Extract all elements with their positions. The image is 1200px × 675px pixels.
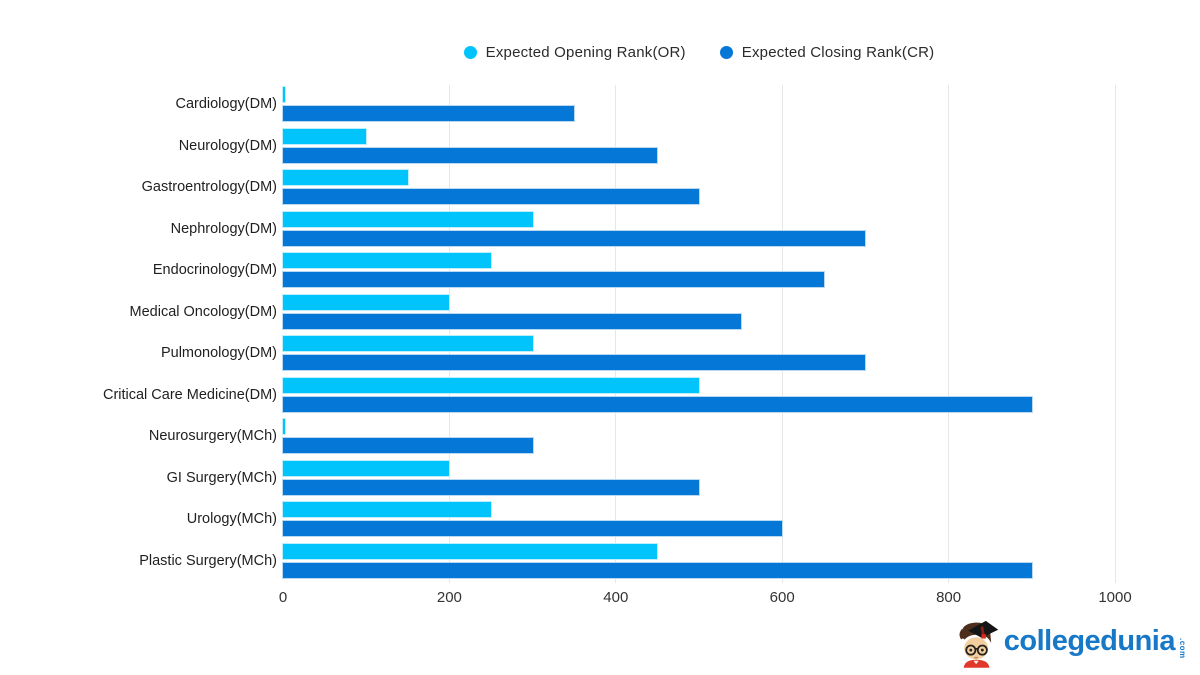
chart-legend: Expected Opening Rank(OR) Expected Closi… xyxy=(283,44,1115,61)
category-label-6: Pulmonology(DM) xyxy=(160,345,277,361)
category-label-9: GI Surgery(MCh) xyxy=(166,469,277,486)
x-tick-label-800: 800 xyxy=(936,589,962,606)
legend-item-closing-rank[interactable]: Expected Closing Rank(CR) xyxy=(719,44,935,61)
bar-cr-1 xyxy=(283,147,658,163)
bar-cr-4 xyxy=(283,272,824,287)
bar-cr-7 xyxy=(283,396,1032,412)
plot-area xyxy=(283,85,1116,583)
bar-cr-0 xyxy=(283,106,575,121)
category-label-1: Neurology(DM) xyxy=(178,137,277,154)
bar-or-4 xyxy=(283,253,491,268)
category-label-3: Nephrology(DM) xyxy=(170,220,277,237)
collegedunia-logo-text: collegedunia xyxy=(1003,624,1176,657)
category-label-11: Plastic Surgery(MCh) xyxy=(139,552,277,569)
bar-or-7 xyxy=(283,377,699,393)
bar-cr-9 xyxy=(283,479,699,495)
category-label-8: Neurosurgery(MCh) xyxy=(148,428,277,444)
bar-cr-6 xyxy=(283,355,866,370)
legend-label-closing-rank: Expected Closing Rank(CR) xyxy=(741,44,935,61)
gridline-x-600 xyxy=(781,85,783,583)
category-label-0: Cardiology(DM) xyxy=(175,96,277,112)
x-tick-label-600: 600 xyxy=(769,589,795,606)
category-label-10: Urology(MCh) xyxy=(186,511,277,527)
bar-or-6 xyxy=(283,336,533,351)
bar-cr-5 xyxy=(283,313,741,329)
gridline-x-800 xyxy=(948,85,950,583)
bar-cr-8 xyxy=(283,438,533,453)
bar-cr-11 xyxy=(283,562,1032,578)
gridline-x-400 xyxy=(615,85,617,583)
bar-or-9 xyxy=(283,460,450,476)
x-tick-label-0: 0 xyxy=(278,589,288,606)
category-label-2: Gastroentrology(DM) xyxy=(141,179,277,195)
category-label-7: Critical Care Medicine(DM) xyxy=(102,386,277,403)
bar-or-8 xyxy=(283,419,285,434)
bar-cr-3 xyxy=(283,230,866,246)
legend-dot-opening-rank-icon xyxy=(463,46,477,59)
bar-or-0 xyxy=(283,87,285,102)
bar-or-3 xyxy=(283,211,533,227)
gridline-x-1000 xyxy=(1114,85,1116,583)
bar-or-2 xyxy=(283,170,408,185)
bar-cr-10 xyxy=(283,521,783,536)
x-tick-label-1000: 1000 xyxy=(1098,589,1132,606)
legend-label-opening-rank: Expected Opening Rank(OR) xyxy=(485,44,686,61)
bar-or-10 xyxy=(283,502,491,517)
x-tick-label-200: 200 xyxy=(436,589,462,606)
collegedunia-mascot-icon xyxy=(959,620,998,668)
collegedunia-logo: collegedunia .com xyxy=(954,618,1187,668)
legend-dot-closing-rank-icon xyxy=(719,46,733,59)
bar-or-1 xyxy=(283,128,367,144)
bar-or-5 xyxy=(283,294,450,310)
x-tick-label-400: 400 xyxy=(603,589,629,606)
bar-or-11 xyxy=(283,543,658,559)
category-label-4: Endocrinology(DM) xyxy=(152,262,277,278)
bar-cr-2 xyxy=(283,189,699,204)
collegedunia-logo-com-text: .com xyxy=(1178,637,1187,659)
legend-item-opening-rank[interactable]: Expected Opening Rank(OR) xyxy=(463,44,686,61)
category-label-5: Medical Oncology(DM) xyxy=(129,303,277,320)
gridline-x-200 xyxy=(448,85,450,583)
